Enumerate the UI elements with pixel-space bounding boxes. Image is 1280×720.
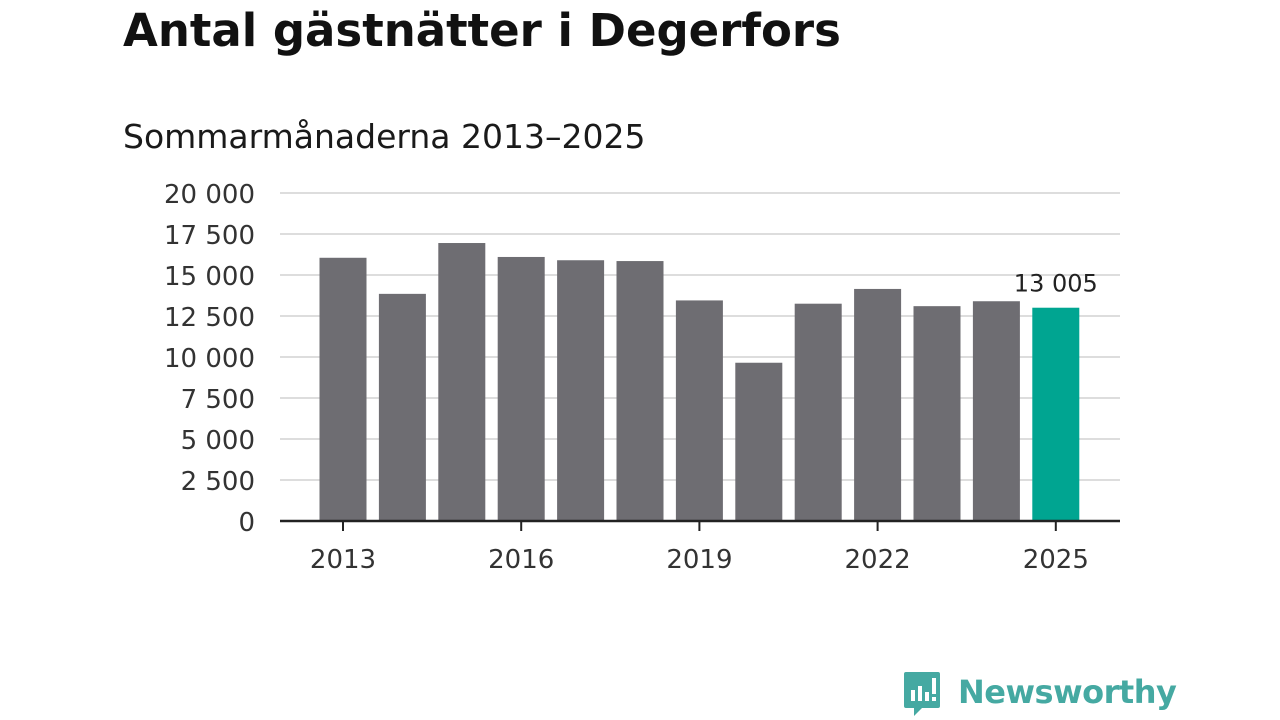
y-tick-label: 5 000 [181, 426, 255, 456]
y-tick-label: 2 500 [181, 467, 255, 497]
bar-2018 [616, 261, 664, 521]
bars [319, 243, 1080, 521]
brand-name: Newsworthy [958, 673, 1177, 711]
newsworthy-logo: Newsworthy [902, 670, 1177, 718]
bar-2015 [438, 243, 486, 521]
newsworthy-logo-icon [904, 672, 940, 716]
bar-2014 [378, 293, 426, 521]
y-tick-label: 0 [238, 508, 255, 538]
x-axis-tick-labels: 2013 2016 2019 2022 2025 [310, 545, 1089, 575]
y-tick-label: 7 500 [181, 385, 255, 415]
bar-2016 [497, 256, 545, 521]
bar-2019 [675, 300, 723, 521]
y-tick-label: 15 000 [164, 262, 255, 292]
y-tick-label: 10 000 [164, 344, 255, 374]
bar-2023 [913, 306, 961, 521]
y-tick-label: 17 500 [164, 221, 255, 251]
bar-2024 [972, 301, 1020, 521]
x-tick-label: 2022 [845, 545, 911, 575]
x-axis-ticks [342, 521, 1057, 531]
bar-2021 [794, 303, 842, 521]
bar-2022 [854, 288, 902, 521]
x-tick-label: 2019 [666, 545, 732, 575]
y-tick-label: 12 500 [164, 303, 255, 333]
bar-2013 [319, 257, 367, 521]
bar-2017 [557, 260, 605, 521]
data-label-2025: 13 005 [1014, 270, 1098, 298]
x-tick-label: 2025 [1023, 545, 1089, 575]
bar-2020 [735, 362, 783, 521]
chart-subtitle: Sommarmånaderna 2013–2025 [123, 117, 646, 156]
x-tick-label: 2013 [310, 545, 376, 575]
y-tick-label: 20 000 [164, 180, 255, 210]
x-tick-label: 2016 [488, 545, 554, 575]
y-axis-tick-labels: 0 2 500 5 000 7 500 10 000 12 500 15 000 17 500… [164, 180, 255, 538]
annotations: 13 005 [1014, 270, 1098, 298]
bar-2025 [1032, 307, 1080, 521]
chart-title: Antal gästnätter i Degerfors [123, 4, 841, 57]
